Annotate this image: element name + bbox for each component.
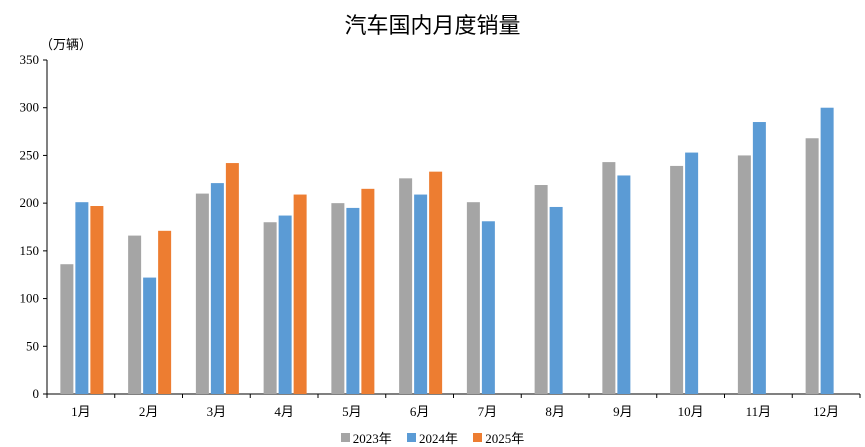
bar-2023-2 xyxy=(128,235,142,394)
bar-2024-2 xyxy=(143,277,157,394)
legend-item-2025: 2025年 xyxy=(473,428,524,447)
bar-2024-5 xyxy=(346,207,360,394)
x-tick-label: 1月 xyxy=(71,404,91,419)
x-tick-label: 9月 xyxy=(613,404,633,419)
x-tick-label: 11月 xyxy=(746,404,772,419)
bar-2024-6 xyxy=(414,194,428,394)
y-tick-label: 250 xyxy=(20,147,40,162)
x-tick-label: 4月 xyxy=(274,404,294,419)
bar-2025-2 xyxy=(158,230,172,394)
bar-2024-7 xyxy=(481,221,495,394)
bar-2023-5 xyxy=(331,203,345,394)
bar-2023-9 xyxy=(602,162,616,394)
x-tick-label: 12月 xyxy=(813,404,839,419)
y-tick-label: 200 xyxy=(20,195,40,210)
y-tick-label: 150 xyxy=(20,243,40,258)
legend-swatch-2025 xyxy=(473,433,483,442)
bar-2023-6 xyxy=(399,178,413,394)
bar-2024-11 xyxy=(752,122,766,395)
bar-2023-8 xyxy=(534,185,548,394)
bar-2023-11 xyxy=(737,155,751,394)
bar-2024-1 xyxy=(75,202,89,394)
bar-2024-12 xyxy=(820,107,834,394)
x-tick-label: 8月 xyxy=(545,404,565,419)
chart-title: 汽车国内月度销量 xyxy=(344,14,521,39)
x-tick-label: 5月 xyxy=(342,404,362,419)
legend-label-2024: 2024年 xyxy=(418,431,458,446)
x-tick-label: 10月 xyxy=(678,404,704,419)
y-tick-label: 100 xyxy=(20,291,40,306)
y-tick-label: 50 xyxy=(26,338,39,353)
bar-2023-12 xyxy=(805,138,819,394)
bar-2024-9 xyxy=(617,175,631,394)
y-tick-label: 0 xyxy=(33,386,40,401)
bar-2023-7 xyxy=(466,202,480,394)
x-tick-label: 2月 xyxy=(139,404,159,419)
legend-item-2023: 2023年 xyxy=(340,428,392,447)
y-axis-unit-label: （万辆） xyxy=(40,38,93,53)
legend-item-2024: 2024年 xyxy=(406,428,458,447)
bar-2025-3 xyxy=(225,163,239,394)
bar-2023-10 xyxy=(670,165,684,394)
legend-label-2023: 2023年 xyxy=(352,431,392,446)
x-tick-label: 3月 xyxy=(207,404,227,419)
bar-2024-8 xyxy=(549,206,563,394)
bar-2024-3 xyxy=(210,183,224,394)
bar-2023-3 xyxy=(195,193,209,394)
x-tick-label: 6月 xyxy=(410,404,430,419)
bar-2023-4 xyxy=(263,222,277,394)
y-tick-label: 300 xyxy=(20,100,40,115)
legend: 2023年 2024年 2025年 xyxy=(0,428,865,447)
legend-label-2025: 2025年 xyxy=(485,431,525,446)
x-tick-label: 7月 xyxy=(478,404,498,419)
bar-2025-1 xyxy=(90,206,104,394)
bar-2024-4 xyxy=(278,215,292,394)
legend-swatch-2024 xyxy=(406,433,416,442)
bar-2025-5 xyxy=(361,188,375,394)
bar-2025-6 xyxy=(429,171,443,394)
legend-swatch-2023 xyxy=(340,433,350,442)
bar-2023-1 xyxy=(60,264,74,394)
bar-2025-4 xyxy=(293,194,307,394)
bar-2024-10 xyxy=(685,152,699,394)
y-tick-label: 350 xyxy=(20,52,40,67)
